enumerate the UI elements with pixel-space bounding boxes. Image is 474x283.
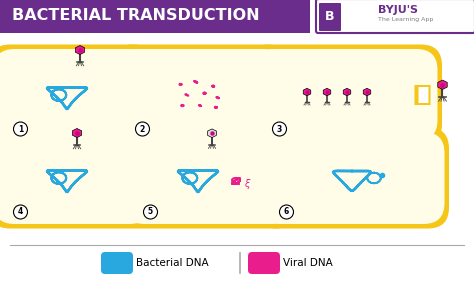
FancyBboxPatch shape: [248, 44, 442, 145]
Polygon shape: [438, 80, 447, 89]
Text: Bacterial DNA: Bacterial DNA: [136, 258, 209, 268]
Polygon shape: [73, 128, 82, 138]
FancyBboxPatch shape: [119, 128, 297, 228]
Text: The Learning App: The Learning App: [378, 18, 433, 23]
Polygon shape: [323, 88, 331, 96]
Circle shape: [280, 205, 293, 219]
Polygon shape: [343, 88, 351, 96]
FancyBboxPatch shape: [253, 49, 438, 141]
FancyBboxPatch shape: [259, 132, 445, 224]
Text: 6: 6: [284, 207, 289, 216]
Polygon shape: [303, 88, 311, 96]
Text: $\xi$: $\xi$: [244, 177, 252, 191]
Circle shape: [136, 122, 149, 136]
Circle shape: [144, 205, 157, 219]
Polygon shape: [208, 129, 216, 138]
Circle shape: [13, 205, 27, 219]
Text: Viral DNA: Viral DNA: [283, 258, 333, 268]
FancyBboxPatch shape: [255, 128, 449, 228]
Text: B: B: [325, 10, 335, 23]
Text: 5: 5: [148, 207, 153, 216]
FancyBboxPatch shape: [101, 252, 133, 274]
Text: 4: 4: [18, 207, 23, 216]
Text: 3: 3: [277, 125, 282, 134]
Circle shape: [273, 122, 286, 136]
Polygon shape: [363, 88, 371, 96]
FancyBboxPatch shape: [0, 0, 310, 33]
FancyBboxPatch shape: [248, 252, 280, 274]
FancyBboxPatch shape: [316, 0, 474, 33]
FancyBboxPatch shape: [0, 128, 155, 228]
FancyBboxPatch shape: [0, 44, 155, 145]
FancyBboxPatch shape: [0, 132, 151, 224]
Text: 1: 1: [18, 125, 23, 134]
Circle shape: [13, 122, 27, 136]
Polygon shape: [75, 46, 84, 55]
FancyBboxPatch shape: [319, 3, 341, 31]
FancyBboxPatch shape: [124, 132, 292, 224]
FancyBboxPatch shape: [116, 49, 284, 141]
FancyBboxPatch shape: [414, 85, 430, 105]
FancyBboxPatch shape: [419, 87, 428, 103]
FancyBboxPatch shape: [0, 49, 151, 141]
Text: BACTERIAL TRANSDUCTION: BACTERIAL TRANSDUCTION: [12, 8, 260, 23]
Text: 2: 2: [140, 125, 145, 134]
Text: BYJU'S: BYJU'S: [378, 5, 418, 15]
FancyBboxPatch shape: [111, 44, 289, 145]
